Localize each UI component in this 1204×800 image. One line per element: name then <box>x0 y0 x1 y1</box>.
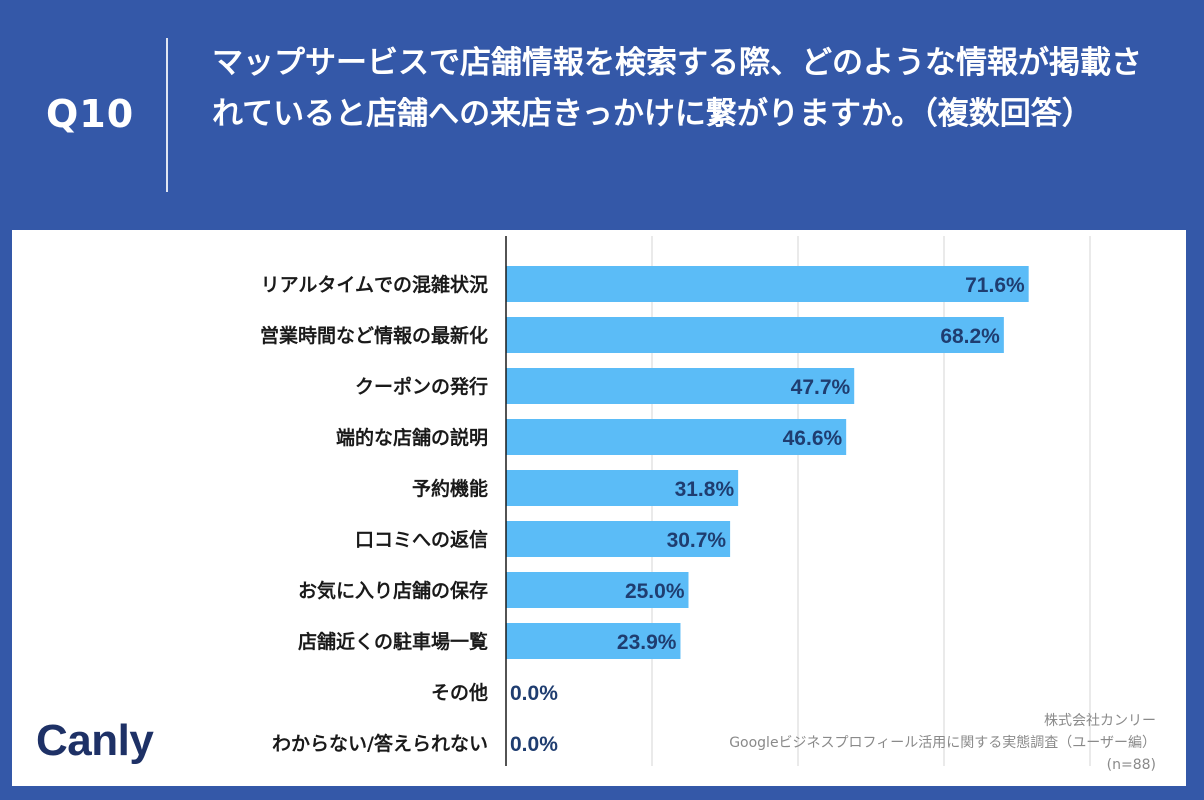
credit-company: 株式会社カンリー <box>1044 713 1156 729</box>
bar <box>506 470 739 506</box>
survey-credit: 株式会社カンリー Googleビジネスプロフィール活用に関する実態調査（ユーザー… <box>729 710 1156 776</box>
category-label: 口コミへの返信 <box>355 528 488 551</box>
value-label: 31.8% <box>675 478 735 501</box>
category-label: わからない/答えられない <box>272 732 488 755</box>
category-label: その他 <box>431 681 488 704</box>
value-label: 47.7% <box>791 376 851 399</box>
bar <box>506 368 855 404</box>
category-label: 予約機能 <box>412 477 488 500</box>
value-label: 30.7% <box>667 529 727 552</box>
value-label: 68.2% <box>940 325 1000 348</box>
bar <box>506 317 1004 353</box>
header-divider <box>166 38 168 192</box>
logo-text: Canl <box>36 716 130 765</box>
value-label: 46.6% <box>783 427 843 450</box>
value-label: 0.0% <box>510 733 558 756</box>
bar <box>506 623 681 659</box>
question-label: Q10 <box>46 92 135 136</box>
canly-logo: Canly <box>36 716 154 766</box>
value-label: 25.0% <box>625 580 685 603</box>
category-label: お気に入り店舗の保存 <box>298 579 488 602</box>
value-label: 0.0% <box>510 682 558 705</box>
value-label: 23.9% <box>617 631 677 654</box>
bar <box>506 419 847 455</box>
credit-survey: Googleビジネスプロフィール活用に関する実態調査（ユーザー編） <box>729 735 1156 751</box>
category-label: 店舗近くの駐車場一覧 <box>298 630 488 653</box>
question-header: Q10 マップサービスで店舗情報を検索する際、どのような情報が掲載されていると店… <box>0 0 1204 230</box>
category-label: 営業時間など情報の最新化 <box>260 324 488 347</box>
logo-accent: y <box>129 716 154 765</box>
bar <box>506 572 689 608</box>
question-text: マップサービスで店舗情報を検索する際、どのような情報が掲載されていると店舗への来… <box>212 45 1142 132</box>
category-label: クーポンの発行 <box>355 375 488 398</box>
bar <box>506 266 1029 302</box>
value-label: 71.6% <box>965 274 1025 297</box>
bar <box>506 521 731 557</box>
category-label: リアルタイムでの混雑状況 <box>261 273 488 296</box>
credit-sample: (n=88) <box>1106 757 1156 773</box>
category-label: 端的な店舗の説明 <box>336 426 488 449</box>
